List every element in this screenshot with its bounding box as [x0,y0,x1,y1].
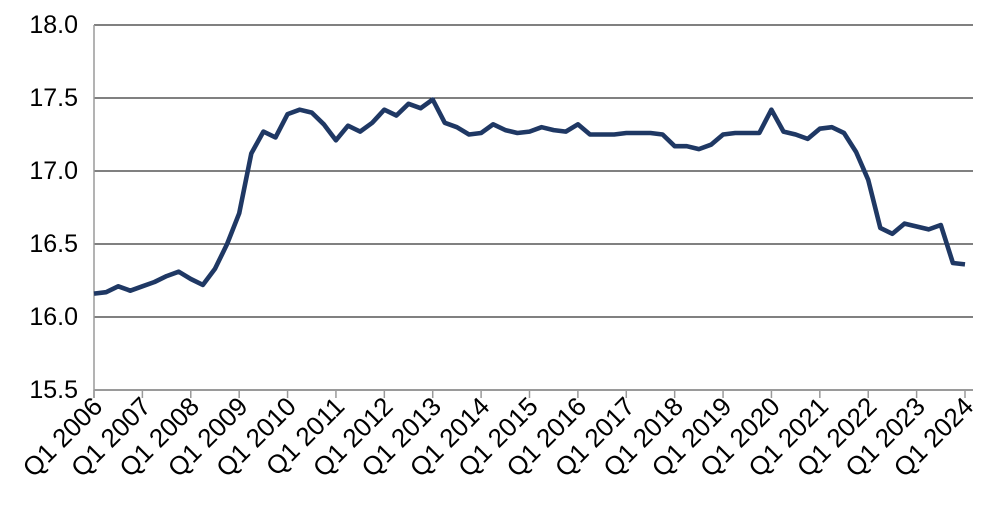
y-tick-label: 16.5 [29,230,78,258]
y-tick-label: 17.5 [29,84,78,112]
y-tick-label: 15.5 [29,376,78,404]
y-tick-label: 18.0 [29,11,78,39]
data-line-series [93,97,966,296]
y-tick-label: 17.0 [29,157,78,185]
y-tick-label: 16.0 [29,303,78,331]
